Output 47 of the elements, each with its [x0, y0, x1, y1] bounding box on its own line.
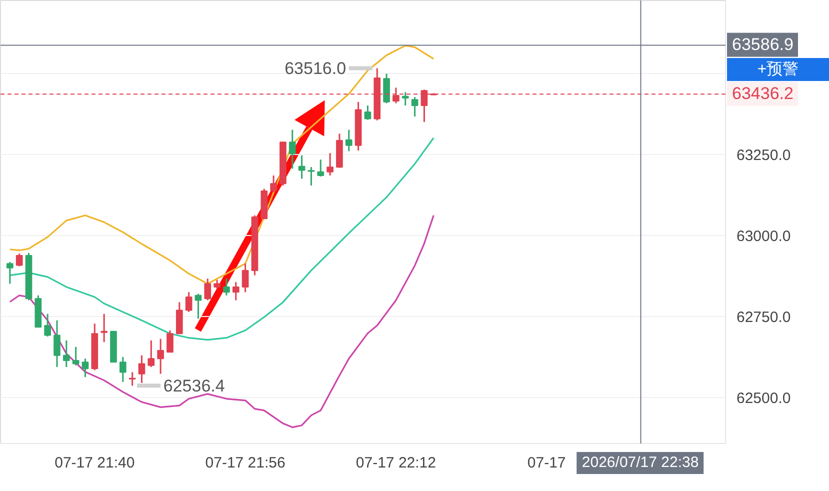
candlestick [194, 293, 202, 320]
candlestick [308, 166, 315, 186]
candlestick [62, 340, 70, 368]
candlestick [270, 174, 277, 193]
y-tick-label: 62750.0 [736, 308, 791, 326]
candlestick [383, 72, 390, 104]
candlestick [242, 262, 249, 293]
candlestick [44, 313, 51, 338]
candlestick [157, 338, 164, 375]
candlestick [138, 354, 146, 384]
candlestick [128, 371, 136, 386]
candlestick [72, 346, 80, 366]
candlestick [223, 278, 230, 296]
annotation: 62536.4 [163, 376, 225, 396]
candlestick [298, 154, 306, 180]
candlestick [411, 96, 418, 118]
ref-line-label: 63586.9 [727, 32, 798, 57]
candlestick [82, 358, 89, 378]
candlestick [16, 252, 23, 267]
y-tick-label: 63000.0 [736, 228, 791, 245]
candlestick [148, 340, 155, 368]
x-tick-label: 07-17 [527, 454, 566, 472]
text: +预警 [727, 58, 829, 81]
annotation: 63516.0 [284, 59, 346, 78]
x-tick-label: 07-17 21:40 [54, 454, 135, 472]
candlestick [185, 291, 192, 313]
candlestick [100, 313, 108, 343]
y-tick-label: 63250.0 [736, 146, 791, 164]
candlestick [54, 320, 60, 368]
y-tick-label: 62500.0 [736, 390, 791, 407]
candlestick [288, 129, 296, 170]
x-tick-label: 07-17 22:12 [356, 454, 436, 472]
candlestick [345, 129, 352, 152]
candlestick [176, 301, 183, 334]
candlestick [166, 330, 174, 353]
candlestick [402, 91, 409, 106]
candlestick [204, 278, 212, 302]
candlestick [214, 279, 220, 290]
candlestick [326, 152, 334, 176]
ref-line-label: 2026/07/17 22:38 [576, 452, 704, 474]
candlestick [232, 281, 240, 302]
x-tick-label: 07-17 21:56 [205, 454, 286, 472]
candlestick [6, 261, 14, 284]
ref-line-label: 63436.2 [727, 81, 798, 106]
candlestick [364, 104, 372, 121]
candlestick [119, 356, 126, 383]
candlestick [317, 158, 324, 178]
